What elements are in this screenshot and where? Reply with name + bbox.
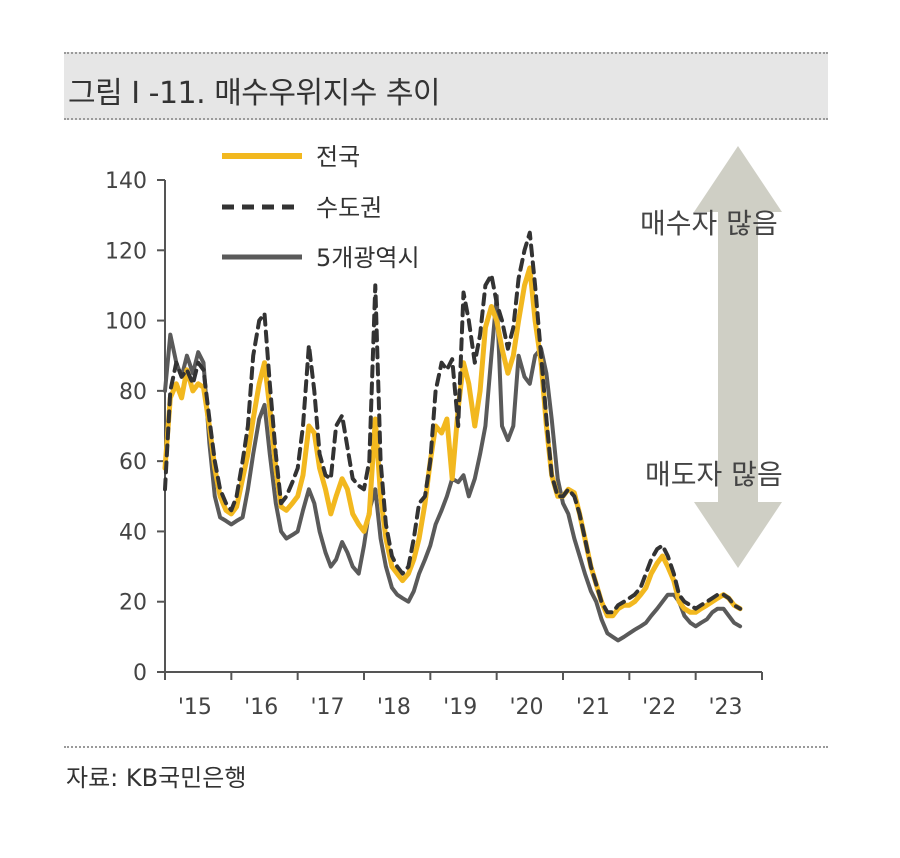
y-tick-label: 0 (133, 661, 147, 686)
x-tick-label: '19 (443, 695, 477, 720)
series-line-1 (163, 230, 743, 615)
x-tick-label: '15 (178, 695, 212, 720)
x-tick-label: '21 (576, 695, 610, 720)
y-tick-label: 20 (119, 591, 147, 616)
x-tick-label: '16 (244, 695, 278, 720)
y-tick-label: 60 (119, 450, 147, 475)
legend-label-0: 전국 (316, 143, 360, 171)
annotation-more-sellers: 매도자 많음 (645, 458, 783, 491)
annotation-more-buyers: 매수자 많음 (640, 207, 778, 240)
x-tick-label: '20 (509, 695, 543, 720)
y-tick-label: 80 (119, 380, 147, 405)
x-tick-label: '23 (708, 695, 742, 720)
y-tick-label: 100 (105, 310, 147, 335)
series-line-0 (162, 265, 743, 619)
source-divider (64, 746, 828, 748)
x-tick-label: '17 (310, 695, 344, 720)
x-tick-label: '22 (642, 695, 676, 720)
legend-label-1: 수도권 (316, 194, 382, 222)
legend-label-2: 5개광역시 (316, 244, 420, 272)
source-note: 자료: KB국민은행 (66, 764, 247, 792)
double-arrow-shape (694, 146, 782, 568)
direction-arrow (694, 146, 782, 568)
y-tick-label: 40 (119, 520, 147, 545)
chart-axes: 0 20 40 60 80 100 120 140 '15 '16 '17 '18 '19 '20 '21 '… (105, 169, 763, 720)
y-tick-label: 140 (105, 169, 147, 194)
x-tick-label: '18 (377, 695, 411, 720)
figure-title-bar: 그림 I -11. 매수우위지수 추이 (64, 52, 828, 120)
y-tick-label: 120 (105, 239, 147, 264)
chart-series (162, 230, 743, 643)
figure-title: 그림 I -11. 매수우위지수 추이 (68, 76, 441, 111)
